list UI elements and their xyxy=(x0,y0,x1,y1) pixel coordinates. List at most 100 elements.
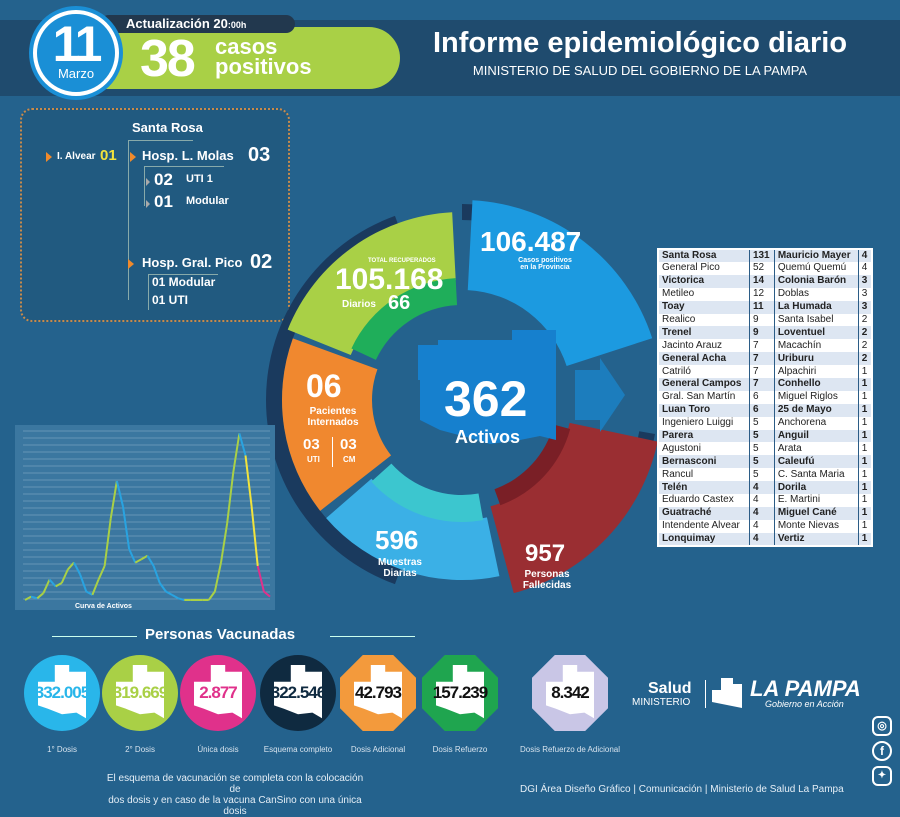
cm-label: CM xyxy=(343,455,356,464)
divider xyxy=(144,166,145,206)
daily-label: Diarios xyxy=(342,299,376,310)
la-pampa-map xyxy=(418,330,556,444)
instagram-icon[interactable]: ◎ xyxy=(872,716,892,736)
curve-segment xyxy=(146,555,155,567)
arrow-icon xyxy=(130,152,136,162)
locality-cell: Anguil xyxy=(774,429,859,443)
vaccine-label: 2° Dosis xyxy=(125,745,155,754)
pico-modular: 01 Modular xyxy=(152,275,216,289)
curve-segment xyxy=(55,582,63,588)
deaths-segment xyxy=(490,422,658,594)
curve-segment xyxy=(263,590,271,598)
locality-cell: Loventuel xyxy=(774,326,859,340)
divider xyxy=(705,680,706,708)
curve-segment xyxy=(24,595,32,601)
molas-label: Hosp. L. Molas xyxy=(142,148,234,163)
divider xyxy=(128,140,193,141)
locality-cell: 25 de Mayo xyxy=(774,403,859,417)
positives-value: 106.487 xyxy=(480,226,582,257)
cases-cell: 1 xyxy=(858,519,873,533)
table-row: Luan Toro 6 25 de Mayo 1 xyxy=(658,403,873,417)
alvear-label: I. Alvear xyxy=(57,151,96,162)
locality-cell: Guatraché xyxy=(658,506,750,520)
locality-cell: Bernasconi xyxy=(658,455,750,469)
cases-banner xyxy=(100,27,400,89)
table-row: Rancul 5 C. Santa Maria 1 xyxy=(658,468,873,482)
locality-cell: Vertiz xyxy=(774,532,859,546)
cases-cell: 4 xyxy=(749,532,775,546)
locality-cell: Anchorena xyxy=(774,416,859,430)
locality-cell: Lonquimay xyxy=(658,532,750,546)
locality-cell: Uriburu xyxy=(774,352,859,366)
cases-cell: 3 xyxy=(858,300,873,314)
alvear-value: 01 xyxy=(100,147,117,164)
uti-value: 03 xyxy=(303,436,320,453)
hosp-value: 06 xyxy=(306,368,342,404)
curve-segment xyxy=(97,565,106,581)
hospitalized-segment xyxy=(282,338,392,511)
table-row: Eduardo Castex 4 E. Martini 1 xyxy=(658,494,873,507)
locality-cell: Parera xyxy=(658,429,750,443)
cases-cell: 6 xyxy=(749,403,775,417)
cases-cell: 6 xyxy=(749,390,775,404)
locality-cell: Arata xyxy=(774,442,859,456)
divider xyxy=(148,274,149,310)
divider xyxy=(148,274,218,275)
curve-segment xyxy=(220,523,229,563)
chart-bg xyxy=(15,425,275,610)
curve-segment xyxy=(256,565,265,592)
cases-cell: 52 xyxy=(749,262,775,275)
facebook-icon[interactable]: f xyxy=(872,741,892,761)
vaccine-label: Única dosis xyxy=(197,745,239,754)
locality-cell: Trenel xyxy=(658,326,750,340)
vaccine-value: 322.546 xyxy=(270,683,326,702)
vaccine-label: Dosis Refuerzo de Adicional xyxy=(519,745,621,754)
locality-cell: Quemú Quemú xyxy=(774,262,859,275)
table-row: Bernasconi 5 Caleufú 1 xyxy=(658,455,873,469)
vaccine-value: 42.793 xyxy=(355,683,402,702)
curve-segment xyxy=(165,590,173,596)
curve-segment xyxy=(48,578,57,588)
vaccine-badge: 322.546 xyxy=(260,655,336,731)
vaccine-label: 1° Dosis xyxy=(47,745,77,754)
vaccine-badge: 2.877 xyxy=(180,655,256,731)
table-row: Lonquimay 4 Vertiz 1 xyxy=(658,532,873,546)
curve-segment xyxy=(232,433,241,473)
locality-cell: Colonia Barón xyxy=(774,274,859,288)
deaths-label: Personas Fallecidas xyxy=(522,569,572,591)
locality-cell: Rancul xyxy=(658,468,750,482)
locality-cell: La Humada xyxy=(774,300,859,314)
locality-cell: Agustoni xyxy=(658,442,750,456)
curve-segment xyxy=(30,595,38,600)
vaccine-badge: 319.669 xyxy=(102,655,178,731)
vaccine-value: 319.669 xyxy=(112,683,168,702)
cases-cell: 3 xyxy=(858,287,873,301)
locality-cell: Gral. San Martín xyxy=(658,390,750,404)
cases-cell: 1 xyxy=(858,481,873,495)
locality-cell: Luan Toro xyxy=(658,403,750,417)
locality-cell: Telén xyxy=(658,481,750,495)
table-row: Toay 11 La Humada 3 xyxy=(658,300,873,314)
active-label: Activos xyxy=(455,427,521,447)
table-row: Catriló 7 Alpachiri 1 xyxy=(658,365,873,379)
locality-cell: E. Martini xyxy=(774,494,859,507)
cases-cell: 1 xyxy=(858,532,873,546)
city-title: Santa Rosa xyxy=(132,120,203,135)
cases-cell: 9 xyxy=(749,313,775,327)
day: 11 xyxy=(52,16,103,72)
curve-segment xyxy=(213,562,222,592)
table-row: Parera 5 Anguil 1 xyxy=(658,429,873,443)
twitter-icon[interactable]: ✦ xyxy=(872,766,892,786)
cases-cell: 2 xyxy=(858,326,873,340)
molas-uti-value: 02 xyxy=(154,170,173,189)
hosp-label: Pacientes Internados xyxy=(307,406,359,428)
locality-cell: Miguel Riglos xyxy=(774,390,859,404)
cases-cell: 9 xyxy=(749,326,775,340)
cases-cell: 12 xyxy=(749,287,775,301)
arrow-icon xyxy=(146,178,150,186)
vaccine-value: 2.877 xyxy=(199,683,238,702)
molas-uti-label: UTI 1 xyxy=(186,173,213,185)
cases-cell: 14 xyxy=(749,274,775,288)
cases-label: casos positivos xyxy=(215,34,312,79)
cases-cell: 4 xyxy=(749,481,775,495)
